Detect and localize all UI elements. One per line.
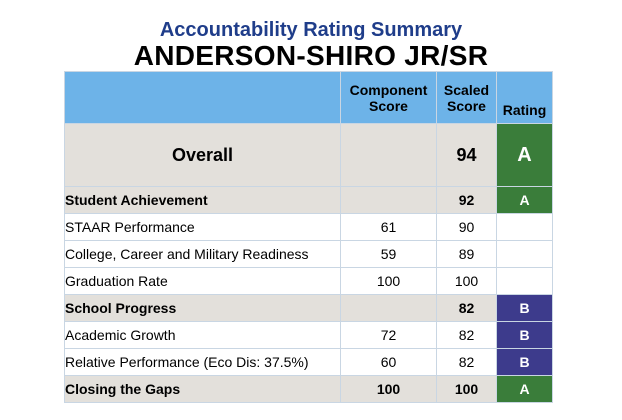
scaled-score: 82	[436, 321, 497, 349]
row-label: Student Achievement	[64, 186, 341, 214]
scaled-score: 89	[436, 240, 497, 268]
component-score: 100	[340, 267, 437, 295]
row-label: College, Career and Military Readiness	[64, 240, 341, 268]
component-score: 60	[340, 348, 437, 376]
header-label-cell	[64, 71, 341, 124]
component-score: 72	[340, 321, 437, 349]
component-score	[340, 186, 437, 214]
scaled-score: 82	[436, 348, 497, 376]
table-row-overall: Overall 94 A	[64, 123, 553, 187]
rating-cell	[496, 240, 553, 268]
rating-summary-table: Component Score Scaled Score Rating Over…	[64, 71, 553, 403]
header-rating: Rating	[496, 71, 553, 124]
table-header-row: Component Score Scaled Score Rating	[64, 71, 553, 124]
rating-badge: B	[496, 348, 553, 376]
row-label: Graduation Rate	[64, 267, 341, 295]
row-label: Closing the Gaps	[64, 375, 341, 403]
scaled-score: 82	[436, 294, 497, 322]
table-row-category: School Progress 82 B	[64, 294, 553, 322]
rating-cell	[496, 267, 553, 295]
scaled-score: 100	[436, 375, 497, 403]
header-component-line2: Score	[369, 97, 408, 114]
scaled-score: 90	[436, 213, 497, 241]
row-label: Overall	[64, 123, 341, 187]
header-scaled-line2: Score	[447, 97, 486, 114]
rating-cell	[496, 213, 553, 241]
table-row: College, Career and Military Readiness 5…	[64, 240, 553, 268]
table-row: Graduation Rate 100 100	[64, 267, 553, 295]
scaled-score: 94	[436, 123, 497, 187]
scaled-score: 100	[436, 267, 497, 295]
component-score	[340, 123, 437, 187]
table-row: Relative Performance (Eco Dis: 37.5%) 60…	[64, 348, 553, 376]
scaled-score: 92	[436, 186, 497, 214]
rating-badge: A	[496, 186, 553, 214]
table-row-category: Student Achievement 92 A	[64, 186, 553, 214]
component-score: 61	[340, 213, 437, 241]
header-component-score: Component Score	[340, 71, 437, 124]
component-score: 59	[340, 240, 437, 268]
rating-badge: B	[496, 294, 553, 322]
report-subtitle: Accountability Rating Summary	[159, 19, 463, 41]
table-row-category: Closing the Gaps 100 100 A	[64, 375, 553, 403]
school-name-title: ANDERSON-SHIRO JR/SR	[133, 40, 489, 71]
row-label: Relative Performance (Eco Dis: 37.5%)	[64, 348, 341, 376]
component-score: 100	[340, 375, 437, 403]
table-row: STAAR Performance 61 90	[64, 213, 553, 241]
header-scaled-score: Scaled Score	[436, 71, 497, 124]
row-label: Academic Growth	[64, 321, 341, 349]
row-label: School Progress	[64, 294, 341, 322]
table-row: Academic Growth 72 82 B	[64, 321, 553, 349]
component-score	[340, 294, 437, 322]
header-scaled-line1: Scaled	[443, 81, 490, 98]
rating-badge: A	[496, 123, 553, 187]
header-component-line1: Component	[349, 81, 428, 98]
rating-badge: A	[496, 375, 553, 403]
rating-badge: B	[496, 321, 553, 349]
row-label: STAAR Performance	[64, 213, 341, 241]
